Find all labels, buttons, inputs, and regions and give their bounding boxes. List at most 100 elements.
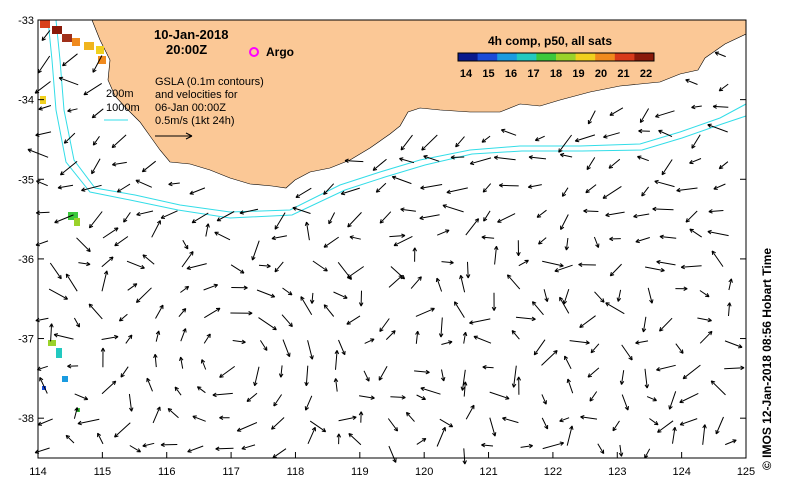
velocity-arrow: [91, 158, 101, 175]
colorbar-swatch: [536, 53, 557, 61]
velocity-arrow: [497, 213, 516, 223]
velocity-arrow: [672, 426, 677, 444]
velocity-arrow: [645, 266, 665, 273]
velocity-arrow: [379, 211, 392, 224]
velocity-arrow: [259, 340, 268, 351]
velocity-arrow: [603, 132, 620, 139]
colorbar-swatch: [556, 53, 577, 61]
velocity-arrow: [718, 83, 729, 92]
velocity-arrow: [564, 355, 572, 370]
colorbar-swatch: [634, 53, 655, 61]
velocity-arrow: [646, 396, 657, 402]
velocity-arrow: [348, 433, 362, 446]
velocity-arrow: [420, 386, 441, 395]
velocity-arrow: [152, 406, 161, 424]
velocity-arrow: [41, 30, 51, 42]
velocity-arrow: [282, 287, 293, 296]
velocity-arrow: [151, 220, 161, 238]
gsla-line-4: 0.5m/s (1kt 24h): [155, 115, 234, 127]
velocity-arrow: [637, 155, 649, 162]
depth-label-1000m: 1000m: [106, 102, 140, 114]
velocity-arrow: [715, 416, 724, 435]
velocity-arrow: [541, 417, 549, 430]
velocity-arrow: [441, 340, 453, 345]
velocity-arrow: [200, 359, 207, 370]
velocity-arrow: [675, 286, 688, 291]
colorbar-tick-label: 18: [550, 68, 562, 80]
velocity-arrow: [450, 155, 465, 160]
velocity-arrow: [420, 184, 443, 190]
velocity-arrow: [520, 443, 533, 449]
velocity-arrow: [491, 292, 497, 311]
colorbar-tick-label: 16: [505, 68, 517, 80]
velocity-arrow: [493, 245, 499, 265]
velocity-arrow: [542, 260, 564, 268]
velocity-arrow: [97, 432, 104, 445]
velocity-arrow: [597, 443, 605, 455]
velocity-arrow: [83, 82, 102, 96]
velocity-arrow: [489, 391, 510, 400]
velocity-arrow: [691, 134, 701, 149]
velocity-arrow: [215, 446, 234, 452]
y-tick-label: -37: [18, 334, 34, 346]
velocity-arrow: [655, 110, 675, 118]
x-tick-label: 125: [737, 466, 755, 478]
velocity-arrow: [679, 418, 698, 426]
velocity-arrow: [182, 239, 189, 250]
velocity-arrow: [146, 377, 153, 392]
velocity-arrow: [658, 129, 673, 138]
velocity-arrow: [282, 339, 291, 358]
velocity-arrow: [307, 340, 314, 360]
velocity-arrow: [328, 212, 336, 225]
velocity-arrow: [304, 365, 309, 387]
velocity-arrow: [179, 356, 184, 369]
colorbar-swatch: [516, 53, 537, 61]
velocity-arrow: [460, 369, 466, 391]
velocity-arrow: [364, 338, 375, 344]
velocity-arrow: [562, 288, 570, 305]
velocity-arrow: [612, 420, 620, 432]
velocity-arrow: [338, 339, 346, 356]
x-axis: 114 115 116 117 118 119 120 121 122 123 124 125: [29, 452, 755, 478]
gsla-line-3: 06-Jan 00:00Z: [155, 102, 226, 114]
velocity-arrow: [300, 296, 313, 315]
velocity-arrow: [727, 302, 732, 317]
velocity-arrow: [619, 370, 625, 385]
velocity-arrow: [586, 157, 596, 171]
velocity-arrow: [578, 262, 596, 267]
velocity-arrow: [219, 365, 235, 378]
y-tick-label: -35: [18, 174, 34, 186]
velocity-arrow: [191, 212, 209, 224]
velocity-arrow: [435, 277, 443, 292]
colorbar-tick-label: 17: [527, 68, 539, 80]
velocity-arrow: [232, 339, 246, 345]
colorbar-border: [457, 52, 655, 62]
velocity-arrow: [334, 350, 340, 370]
velocity-arrow: [295, 187, 312, 198]
velocity-arrow: [77, 418, 100, 426]
velocity-arrow: [74, 393, 89, 401]
velocity-arrow: [136, 210, 154, 217]
velocity-arrow: [178, 308, 187, 318]
velocity-arrow: [711, 250, 724, 267]
velocity-arrow: [621, 344, 633, 361]
velocity-arrow: [347, 212, 362, 228]
velocity-arrow: [593, 236, 600, 248]
velocity-arrow: [680, 264, 702, 270]
velocity-arrow: [465, 218, 480, 236]
colorbar-tick-label: 21: [617, 68, 629, 80]
velocity-arrow: [489, 417, 497, 437]
x-tick-label: 120: [415, 466, 433, 478]
velocity-arrow: [256, 289, 276, 298]
velocity-arrow: [101, 380, 117, 395]
velocity-arrow: [118, 313, 128, 322]
contour-1000m: [47, 19, 747, 219]
velocity-arrow: [652, 206, 674, 212]
velocity-arrow: [230, 310, 253, 316]
velocity-arrow: [387, 418, 399, 432]
velocity-arrow: [602, 185, 622, 199]
velocity-arrow: [67, 363, 79, 369]
velocity-arrow: [481, 442, 494, 448]
velocity-arrow: [405, 411, 415, 422]
x-tick-label: 121: [479, 466, 497, 478]
